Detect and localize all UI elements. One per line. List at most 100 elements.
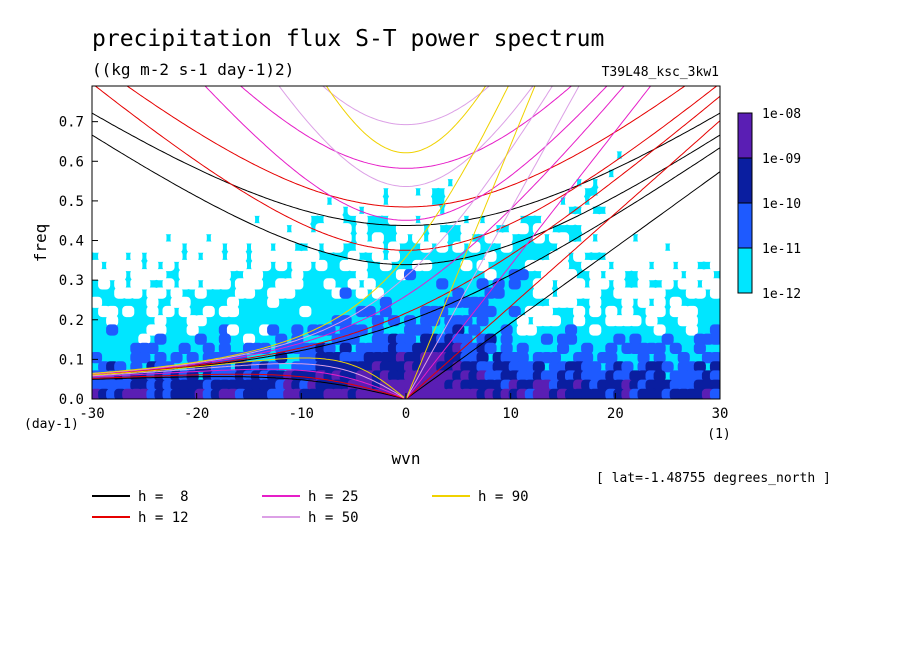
- x-tick-label: 30: [712, 406, 729, 422]
- spectrum-cell: [589, 305, 602, 318]
- spectrum-cell: [653, 370, 666, 382]
- spectrum-cell: [693, 342, 706, 354]
- dispersion-curve: [92, 376, 405, 399]
- spectrum-cell: [709, 287, 720, 299]
- spectrum-cell: [226, 305, 239, 318]
- spectrum-cell: [379, 259, 392, 272]
- y-tick-label: 0.0: [59, 392, 84, 408]
- spectrum-cell: [709, 204, 720, 216]
- x-unit-label: (1): [707, 427, 730, 442]
- spectrum-cell: [243, 287, 256, 299]
- colorbar-swatch: [737, 112, 753, 159]
- spectrum-cell: [146, 259, 159, 272]
- spectrum-cell: [146, 342, 159, 354]
- spectrum-cell: [645, 315, 658, 327]
- spectrum-cell: [589, 296, 602, 308]
- spectrum-cell: [476, 352, 489, 364]
- spectrum-cell: [484, 305, 497, 318]
- spectrum-cell: [138, 278, 151, 290]
- spectrum-cell: [339, 342, 352, 354]
- spectrum-cell: [379, 296, 392, 308]
- dispersion-curve: [239, 86, 573, 169]
- dispersion-curves: [92, 86, 720, 399]
- y-tick-label: 0.1: [59, 352, 84, 368]
- spectrum-cell: [170, 352, 183, 364]
- spectrum-cell: [404, 269, 417, 281]
- spectrum-cell: [371, 232, 384, 244]
- spectrum-cell: [291, 278, 304, 290]
- x-tick-label: 0: [402, 406, 410, 422]
- spectrum-cell: [202, 342, 215, 354]
- dispersion-curve: [405, 86, 580, 399]
- spectrum-cell: [516, 223, 529, 235]
- spectrum-cell: [92, 296, 103, 308]
- spectrum-cell: [226, 296, 239, 308]
- spectrum-cell: [540, 305, 553, 318]
- spectrum-cell: [92, 259, 103, 272]
- spectrum-cell: [709, 195, 720, 207]
- spectrum-cell: [573, 250, 586, 262]
- spectrum-cell: [283, 287, 296, 299]
- spectrum-cell: [114, 278, 127, 290]
- spectrum-cell: [331, 213, 344, 226]
- spectrum-cell: [154, 352, 167, 364]
- spectrum-cell: [122, 305, 135, 318]
- dispersion-curve: [94, 86, 718, 251]
- spectrum-cell: [339, 223, 352, 235]
- spectrum-cell: [234, 250, 247, 262]
- spectrum-cell: [540, 287, 553, 299]
- spectrum-cell: [516, 352, 529, 364]
- spectrum-cell: [339, 287, 352, 299]
- spectrum-cell: [709, 167, 720, 180]
- spectrum-cell: [637, 278, 650, 290]
- spectrum-cell: [709, 250, 720, 262]
- spectrum-cell: [524, 324, 537, 336]
- spectrum-cell: [709, 370, 720, 382]
- spectrum-cell: [653, 287, 666, 299]
- colorbar-swatch: [737, 202, 753, 249]
- spectrum-cell: [299, 305, 312, 318]
- spectrum-cell: [452, 324, 465, 336]
- spectrum-cell: [548, 352, 561, 364]
- spectrum-cell: [653, 352, 666, 364]
- spectrum-cell: [693, 361, 706, 373]
- spectrum-cell: [685, 315, 698, 327]
- y-axis-label: freq: [31, 224, 50, 263]
- spectrum-cell: [653, 296, 666, 308]
- spectrum-cell: [170, 287, 183, 299]
- spectrum-cell: [299, 223, 312, 235]
- spectrum-cell: [589, 287, 602, 299]
- spectrum-cell: [613, 333, 626, 345]
- spectrum-cell: [226, 324, 239, 336]
- dispersion-curve: [325, 86, 487, 154]
- spectrum-cell: [557, 232, 570, 244]
- spectrum-cell: [661, 333, 674, 345]
- spectrum-cell: [573, 186, 586, 198]
- x-tick-label: 20: [607, 406, 624, 422]
- y-unit-label: (day-1): [24, 417, 79, 432]
- colorbar-label: 1e-12: [762, 287, 801, 302]
- spectrum-cell: [98, 278, 111, 290]
- spectrum-cell: [218, 333, 231, 345]
- spectrum-cell: [565, 296, 578, 308]
- spectrum-cell: [138, 333, 151, 345]
- spectrum-cell: [251, 269, 264, 281]
- spectrum-cell: [484, 269, 497, 281]
- spectrum-cell: [629, 333, 642, 345]
- spectrum-cell: [347, 278, 360, 290]
- spectrum-cell: [154, 315, 167, 327]
- colorbar-swatch: [737, 157, 753, 204]
- spectrum-cell: [420, 186, 433, 198]
- spectrum-cell: [677, 352, 690, 364]
- spectrum-cell: [452, 287, 465, 299]
- spectrum-cell: [371, 241, 384, 253]
- spectrum-cell: [653, 241, 666, 253]
- spectrum-cell: [291, 333, 304, 345]
- spectrum-cell: [154, 232, 167, 244]
- spectrum-cell: [669, 269, 682, 281]
- spectrum-cell: [669, 296, 682, 308]
- y-tick-label: 0.7: [59, 115, 84, 131]
- legend-label: h = 25: [308, 489, 359, 505]
- spectrum-cell: [299, 213, 312, 226]
- x-axis: -30 -20 -10 0 10 20 30: [79, 393, 728, 422]
